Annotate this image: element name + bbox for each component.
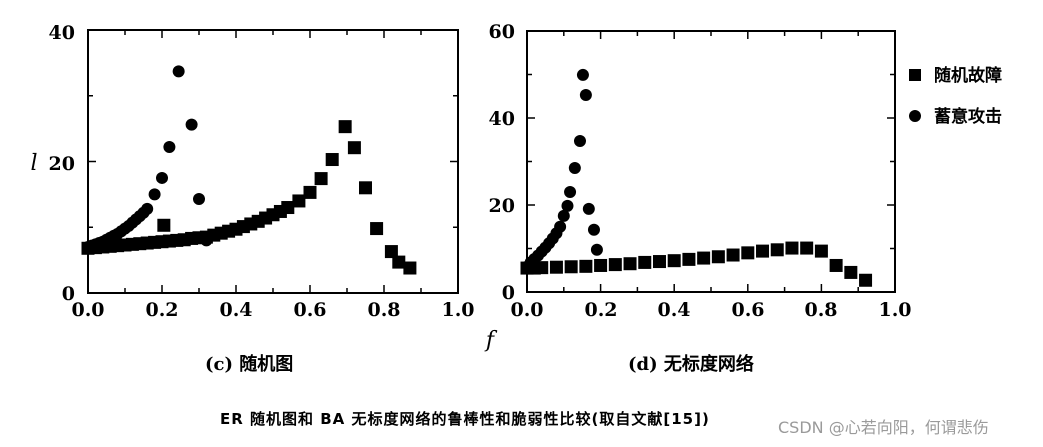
data-point-square [281,201,295,215]
plot-c-ticks [88,30,458,293]
data-point-circle [185,118,198,131]
data-point-square [564,260,578,274]
data-point-square [814,244,828,258]
plot-c-ylabel: l [30,151,37,176]
data-point-circle [148,188,161,201]
legend: 随机故障 蓄意攻击 [909,65,1002,127]
data-point-circle [193,192,205,205]
data-point-circle [564,185,577,198]
data-point-circle [561,199,574,212]
data-point-square [785,241,799,255]
data-point-circle [573,135,586,148]
data-point-square [359,181,372,195]
data-point-square [292,194,306,208]
plot-c-ytick-0: 0 [62,283,75,305]
data-point-square [579,259,593,273]
plot-c-xtick: 0.2 [145,299,178,321]
plot-d-subcaption: (d) 无标度网络 [628,353,754,375]
data-point-square [682,252,696,266]
legend-label-random-failure: 随机故障 [934,65,1002,86]
plot-c-ytick-40: 40 [49,22,75,44]
plot-c-subcaption: (c) 随机图 [205,353,293,375]
data-point-square [638,255,652,269]
data-point-square [652,255,666,269]
data-point-square [711,250,725,264]
plot-d-ytick-40: 40 [489,108,515,130]
data-point-square [347,141,361,155]
plot-d-xtick: 0.6 [731,299,764,321]
data-point-circle [582,202,595,215]
figure-caption: ER 随机图和 BA 无标度网络的鲁棒性和脆弱性比较(取自文献[15]) [220,410,710,428]
plot-c-xtick: 1.0 [441,299,474,321]
data-point-circle [163,141,176,154]
plot-c-frame [87,29,459,294]
plot-d-xtick: 0.2 [584,299,617,321]
shared-xlabel: f [484,328,498,353]
plot-c-ytick-20: 20 [49,153,75,175]
plot-c-xtick: 0.6 [293,299,326,321]
data-point-circle [156,171,168,184]
data-point-square [157,218,171,232]
plot-d-data-points [520,68,873,287]
plot-random-graph: 0 20 40 0.0 0.2 0.4 0.6 0.8 1.0 l (c) 随机… [30,22,474,375]
plot-d-xtick: 0.4 [657,299,690,321]
plot-d-ytick-0: 0 [502,282,515,304]
data-point-circle [568,162,581,175]
data-point-square [384,245,398,259]
data-point-circle [590,243,603,256]
data-point-square [535,261,549,275]
data-point-square [741,246,755,260]
data-point-circle [579,88,592,101]
legend-square-icon [909,69,921,81]
plot-d-ytick-20: 20 [489,195,515,217]
plot-c-data-points [81,65,417,275]
legend-circle-icon [909,110,921,122]
plot-d-xtick: 1.0 [878,299,911,321]
data-point-circle [141,202,154,215]
plot-c-xtick: 0.0 [71,299,104,321]
data-point-square [859,273,873,287]
plot-d-ytick-60: 60 [489,21,515,43]
data-point-square [756,244,770,258]
plot-d-xtick: 0.0 [510,299,543,321]
data-point-square [370,222,384,236]
data-point-square [800,241,814,255]
data-point-circle [557,209,570,222]
data-point-square [829,258,843,272]
data-point-square [770,243,784,257]
data-point-square [338,120,352,134]
data-point-square [594,258,608,272]
data-point-circle [200,234,213,247]
plot-c-xtick: 0.8 [367,299,400,321]
data-point-square [667,254,681,268]
data-point-square [697,251,711,265]
data-point-square [392,255,406,269]
data-point-square [325,153,339,167]
data-point-square [549,260,563,274]
plot-d-ticks [527,31,895,292]
data-point-circle [587,223,600,236]
plot-c-xtick: 0.4 [219,299,252,321]
data-point-square [608,258,622,272]
data-point-square [623,257,637,271]
data-point-square [314,172,328,186]
plot-d-xtick: 0.8 [804,299,837,321]
data-point-square [403,261,417,275]
legend-label-intentional-attack: 蓄意攻击 [934,106,1002,127]
data-point-square [303,185,317,199]
plot-scale-free-network: 0 20 40 60 0.0 0.2 0.4 0.6 0.8 1.0 (d) 无… [489,21,912,375]
data-point-circle [172,65,185,78]
data-point-square [726,248,740,262]
data-point-square [844,265,858,279]
data-point-circle [576,68,589,81]
data-point-circle [554,220,567,233]
watermark: CSDN @心若向阳，何谓悲伤 [778,418,989,437]
